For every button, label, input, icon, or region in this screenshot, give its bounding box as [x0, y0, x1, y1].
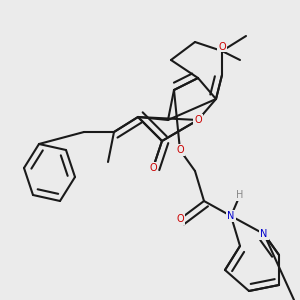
Text: N: N — [227, 211, 235, 221]
Text: O: O — [176, 145, 184, 155]
Text: O: O — [176, 214, 184, 224]
Text: O: O — [194, 115, 202, 125]
Text: O: O — [218, 41, 226, 52]
Text: O: O — [149, 163, 157, 173]
Text: N: N — [260, 229, 268, 239]
Text: H: H — [236, 190, 244, 200]
